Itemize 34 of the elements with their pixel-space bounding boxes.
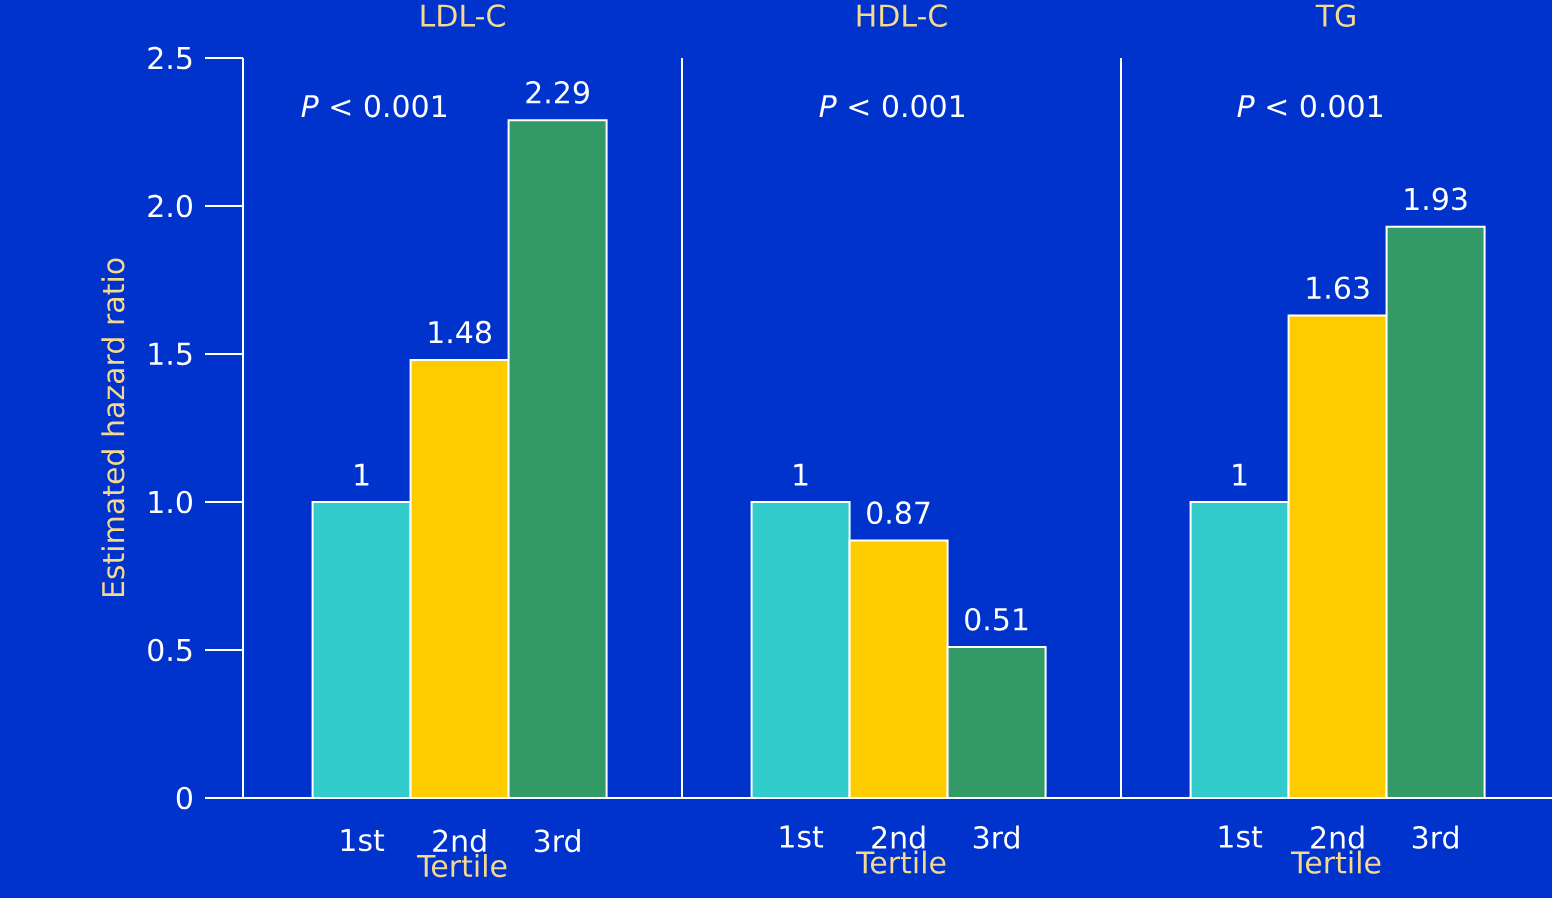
y-tick-label: 1.0 [149, 490, 192, 514]
x-tick-label: 3rd [1412, 825, 1458, 849]
y-axis-title: Estimated hazard ratio [101, 258, 125, 597]
annotation: P < 0.001 [1237, 94, 1382, 118]
data-label: 0.87 [867, 501, 930, 525]
y-tick-label: 1.5 [149, 342, 192, 366]
y-tick-label: 0.5 [148, 638, 192, 662]
chart-title: HDL-C [857, 4, 947, 27]
data-label: 2.29 [526, 81, 589, 104]
annotation: P < 0.001 [301, 94, 446, 118]
data-label: 1.48 [429, 320, 491, 344]
data-label: 1.63 [1307, 276, 1369, 300]
x-axis-title: Tertile [855, 850, 946, 874]
data-label: 1.93 [1405, 187, 1467, 211]
data-label: 1 [355, 463, 369, 486]
x-tick-label: 1st [1219, 825, 1263, 848]
annotation: P < 0.001 [819, 94, 965, 118]
data-label: 0.51 [965, 607, 1028, 631]
chart-title: LDL-C [421, 4, 505, 27]
y-tick-label: 2.0 [148, 194, 192, 218]
x-tick-label: 2nd [1311, 825, 1364, 849]
data-label: 1 [1233, 463, 1247, 486]
x-tick-label: 2nd [872, 825, 925, 849]
x-axis-title: Tertile [416, 854, 507, 878]
x-tick-label: 3rd [534, 829, 580, 853]
y-tick-label: 0 [176, 786, 192, 810]
y-tick-label: 2.5 [148, 46, 192, 70]
x-tick-label: 3rd [973, 825, 1019, 849]
chart-title: TG [1315, 4, 1355, 27]
x-tick-label: 1st [341, 829, 385, 852]
x-axis-title: Tertile [1290, 850, 1381, 874]
data-label: 1 [794, 463, 808, 486]
x-tick-label: 2nd [433, 829, 486, 853]
x-tick-label: 1st [780, 825, 824, 848]
